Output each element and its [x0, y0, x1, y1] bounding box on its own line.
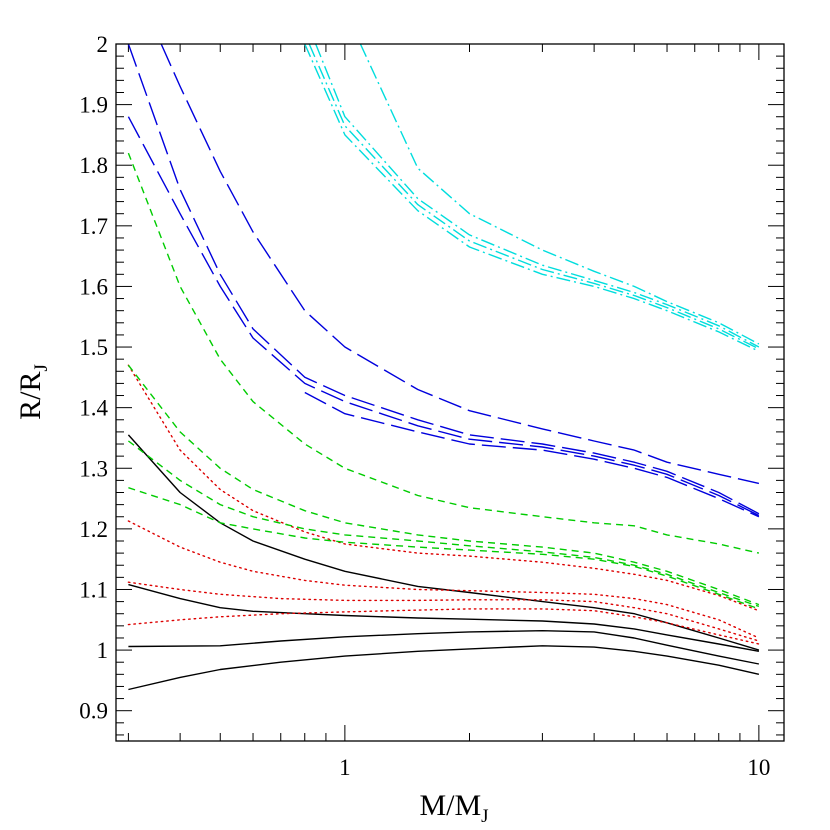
- solid-series-2: [128, 630, 760, 665]
- y-tick-label: 1.8: [79, 153, 108, 178]
- y-tick-label: 1.1: [79, 577, 108, 602]
- tick-labels: 1 10 0.9 1 1.1 1.2 1.3 1.4 1.5 1.6 1.7 1.8 1.9 2: [79, 32, 770, 780]
- y-axis-label: R/RJ: [14, 364, 52, 420]
- y-tick-label: 1.5: [79, 335, 108, 360]
- long-dash-series-12: [160, 43, 760, 485]
- x-axis-label-sub: J: [481, 806, 488, 827]
- short-dash-series-9: [127, 364, 760, 606]
- short-dash-series-10: [127, 440, 760, 608]
- dot-dash-series-16: [359, 43, 760, 345]
- y-tick-label: 1.3: [79, 456, 108, 481]
- dotted-series-5: [127, 520, 760, 639]
- x-tick-label: 10: [747, 755, 770, 780]
- plot-frame: [115, 43, 785, 742]
- long-dash-series-14: [127, 116, 760, 517]
- y-tick-label: 1.4: [79, 396, 108, 421]
- dot-dash-series-17: [315, 43, 760, 348]
- dotted-series-6: [127, 581, 760, 642]
- dotted-series-4: [127, 364, 760, 612]
- y-tick-label: 0.9: [79, 699, 108, 724]
- series-layer: [127, 43, 760, 691]
- y-tick-label: 2: [97, 32, 109, 57]
- y-tick-label: 1.7: [79, 214, 108, 239]
- x-axis-label: M/MJ: [419, 789, 488, 827]
- dotted-series-7: [127, 608, 760, 645]
- axis-ticks: [116, 43, 784, 741]
- short-dash-series-11: [128, 487, 760, 610]
- dot-dash-series-19: [304, 43, 760, 352]
- y-tick-label: 1.2: [79, 517, 108, 542]
- short-dash-series-8: [127, 152, 760, 554]
- long-dash-series-15: [304, 391, 760, 518]
- y-axis-label-sub: J: [31, 364, 52, 371]
- solid-series-0: [127, 434, 760, 651]
- y-axis-label-main: R/R: [14, 372, 47, 420]
- dot-dash-series-18: [308, 43, 760, 350]
- y-tick-label: 1: [97, 638, 109, 663]
- y-tick-label: 1.9: [79, 93, 108, 118]
- y-tick-label: 1.6: [79, 274, 108, 299]
- solid-series-3: [128, 645, 760, 691]
- solid-series-1: [128, 583, 760, 652]
- x-axis-label-main: M/M: [419, 789, 481, 822]
- long-dash-series-13: [127, 43, 760, 515]
- x-tick-label: 1: [339, 755, 351, 780]
